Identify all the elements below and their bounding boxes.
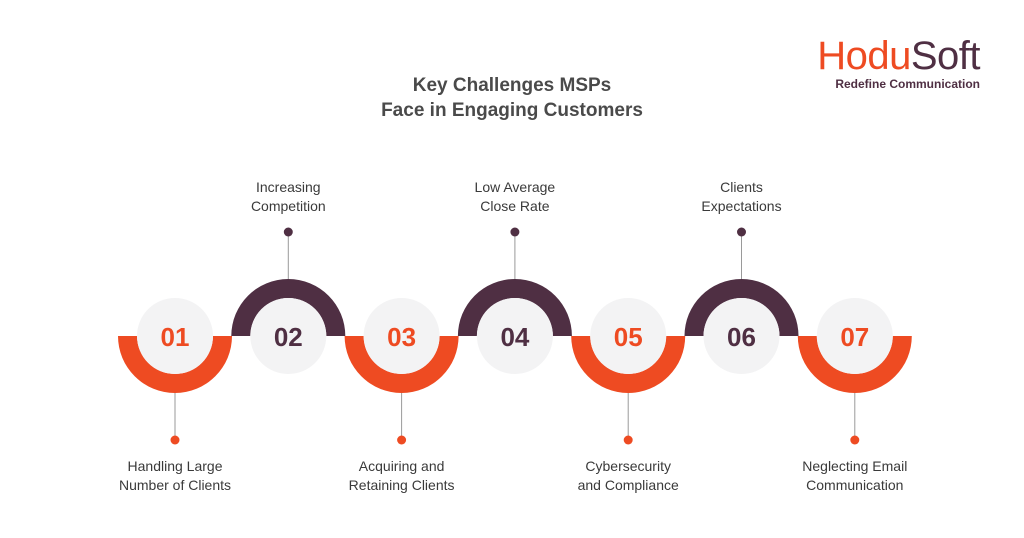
step-arc-06	[684, 279, 799, 336]
brand-logo: HoduSoft Redefine Communication	[817, 36, 980, 91]
step-label-line-2: Expectations	[701, 198, 782, 214]
step-number-05: 05	[614, 322, 643, 352]
step-label-02: Increasing Competition	[208, 178, 368, 216]
step-dot-04	[510, 227, 520, 237]
step-label-line-2: Close Rate	[480, 198, 550, 214]
step-number-01: 01	[161, 322, 190, 352]
step-circle-07	[816, 298, 893, 374]
step-circle-03	[363, 298, 440, 374]
step-label-03: Acquiring and Retaining Clients	[322, 457, 482, 495]
title-line-2: Face in Engaging Customers	[381, 100, 643, 121]
step-arc-02	[231, 279, 346, 336]
step-arc-04	[457, 278, 572, 336]
step-dot-02	[283, 227, 293, 237]
step-label-01: Handling Large Number of Clients	[95, 457, 255, 495]
step-label-line-1: Clients	[720, 179, 763, 195]
step-label-line-2: Retaining Clients	[348, 477, 455, 493]
logo-hodu: Hodu	[817, 34, 911, 78]
logo-tagline: Redefine Communication	[835, 77, 980, 91]
logo-soft: Soft	[910, 34, 981, 78]
step-label-line-1: Low Average	[474, 179, 556, 195]
page-title: Key Challenges MSPs Face in Engaging Cus…	[0, 73, 1024, 123]
step-label-line-1: Cybersecurity	[585, 458, 671, 474]
title-line-1: Key Challenges MSPs	[412, 75, 612, 96]
step-label-05: Cybersecurity and Compliance	[548, 457, 708, 495]
step-circle-05	[590, 298, 667, 374]
step-arc-07	[797, 336, 912, 393]
step-label-line-1: Handling Large	[127, 458, 223, 474]
step-dot-05	[623, 435, 633, 445]
step-number-04: 04	[500, 322, 529, 352]
step-label-line-2: Number of Clients	[118, 477, 232, 493]
step-dot-07	[850, 435, 860, 445]
step-number-03: 03	[387, 322, 416, 352]
step-dot-06	[737, 227, 746, 237]
step-label-06: Clients Expectations	[662, 178, 822, 216]
step-label-line-2: and Compliance	[577, 477, 679, 493]
step-dot-01	[170, 435, 180, 445]
step-arc-01	[118, 336, 232, 393]
step-dot-03	[397, 435, 407, 445]
step-number-06: 06	[727, 322, 756, 352]
step-label-line-1: Neglecting Email	[802, 458, 908, 474]
step-label-line-2: Competition	[250, 198, 326, 214]
step-label-04: Low Average Close Rate	[435, 178, 595, 216]
step-arc-05	[571, 336, 686, 393]
step-circle-01	[137, 298, 213, 374]
step-label-line-1: Acquiring and	[358, 458, 445, 474]
step-label-line-2: Communication	[806, 477, 904, 493]
logo-wordmark: HoduSoft	[817, 36, 980, 76]
step-circle-06	[703, 298, 780, 374]
step-label-line-1: Increasing	[256, 179, 321, 195]
step-circle-02	[250, 298, 327, 374]
step-number-02: 02	[274, 322, 303, 352]
step-arc-03	[344, 336, 459, 393]
step-circle-04	[476, 298, 553, 374]
step-number-07: 07	[840, 322, 869, 352]
step-label-07: Neglecting Email Communication	[775, 457, 935, 495]
